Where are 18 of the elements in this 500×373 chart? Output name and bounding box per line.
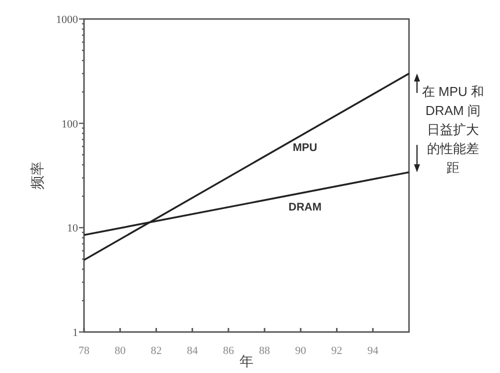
- x-tick-label: 84: [186, 345, 198, 357]
- x-tick-label: 90: [295, 345, 307, 357]
- x-tick-label: 92: [331, 345, 342, 357]
- series-label: MPU: [292, 142, 318, 154]
- x-tick-label: 88: [259, 345, 271, 357]
- x-tick-label: 80: [114, 345, 126, 357]
- series-label: DRAM: [288, 201, 322, 214]
- y-tick-label: 1000: [56, 14, 78, 26]
- x-tick-label: 82: [150, 345, 162, 357]
- x-tick-label: 94: [367, 345, 379, 357]
- y-tick-label: 1: [72, 327, 78, 339]
- y-tick-label: 100: [62, 118, 78, 130]
- x-tick-label: 86: [222, 345, 234, 357]
- text: 在 MPU 和DRAM 间日益扩大的性能差距: [421, 82, 485, 177]
- x-tick-label: 78: [78, 345, 90, 357]
- y-axis-title: 频率: [29, 162, 45, 190]
- y-tick-label: 10: [67, 222, 78, 235]
- x-axis-title: 年: [240, 353, 254, 369]
